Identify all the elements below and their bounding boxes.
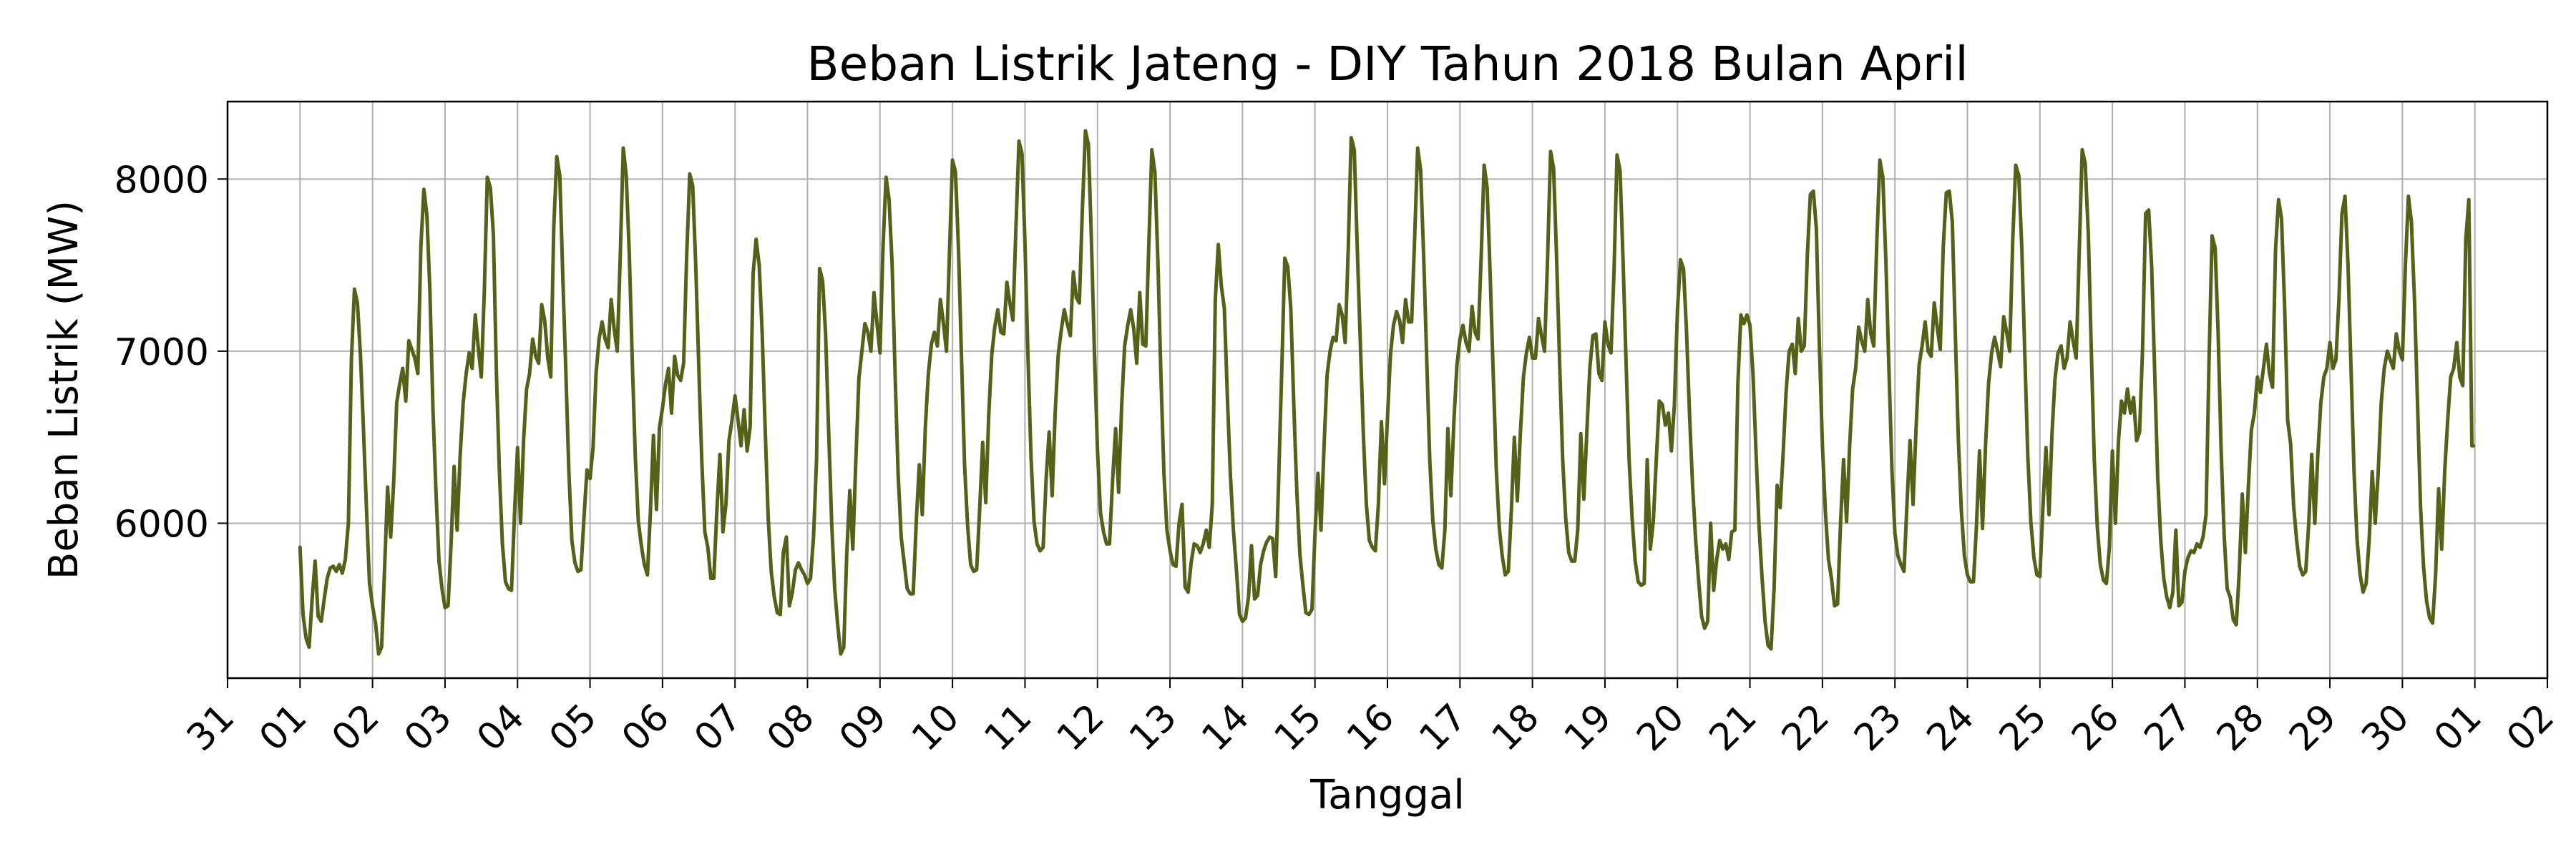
x-gridlines — [227, 102, 2548, 678]
y-tick-label: 8000 — [114, 159, 209, 202]
series-layer — [298, 129, 2476, 656]
y-tick-label: 7000 — [114, 331, 209, 374]
y-tick-label: 6000 — [114, 503, 209, 546]
y-axis-ticks: 6000 7000 8000 — [114, 159, 228, 546]
y-axis-label: Beban Listrik (MW) — [41, 200, 87, 579]
series-line — [298, 129, 2476, 656]
x-axis-label: Tanggal — [1309, 772, 1465, 818]
chart-title: Beban Listrik Jateng - DIY Tahun 2018 Bu… — [806, 36, 1968, 92]
